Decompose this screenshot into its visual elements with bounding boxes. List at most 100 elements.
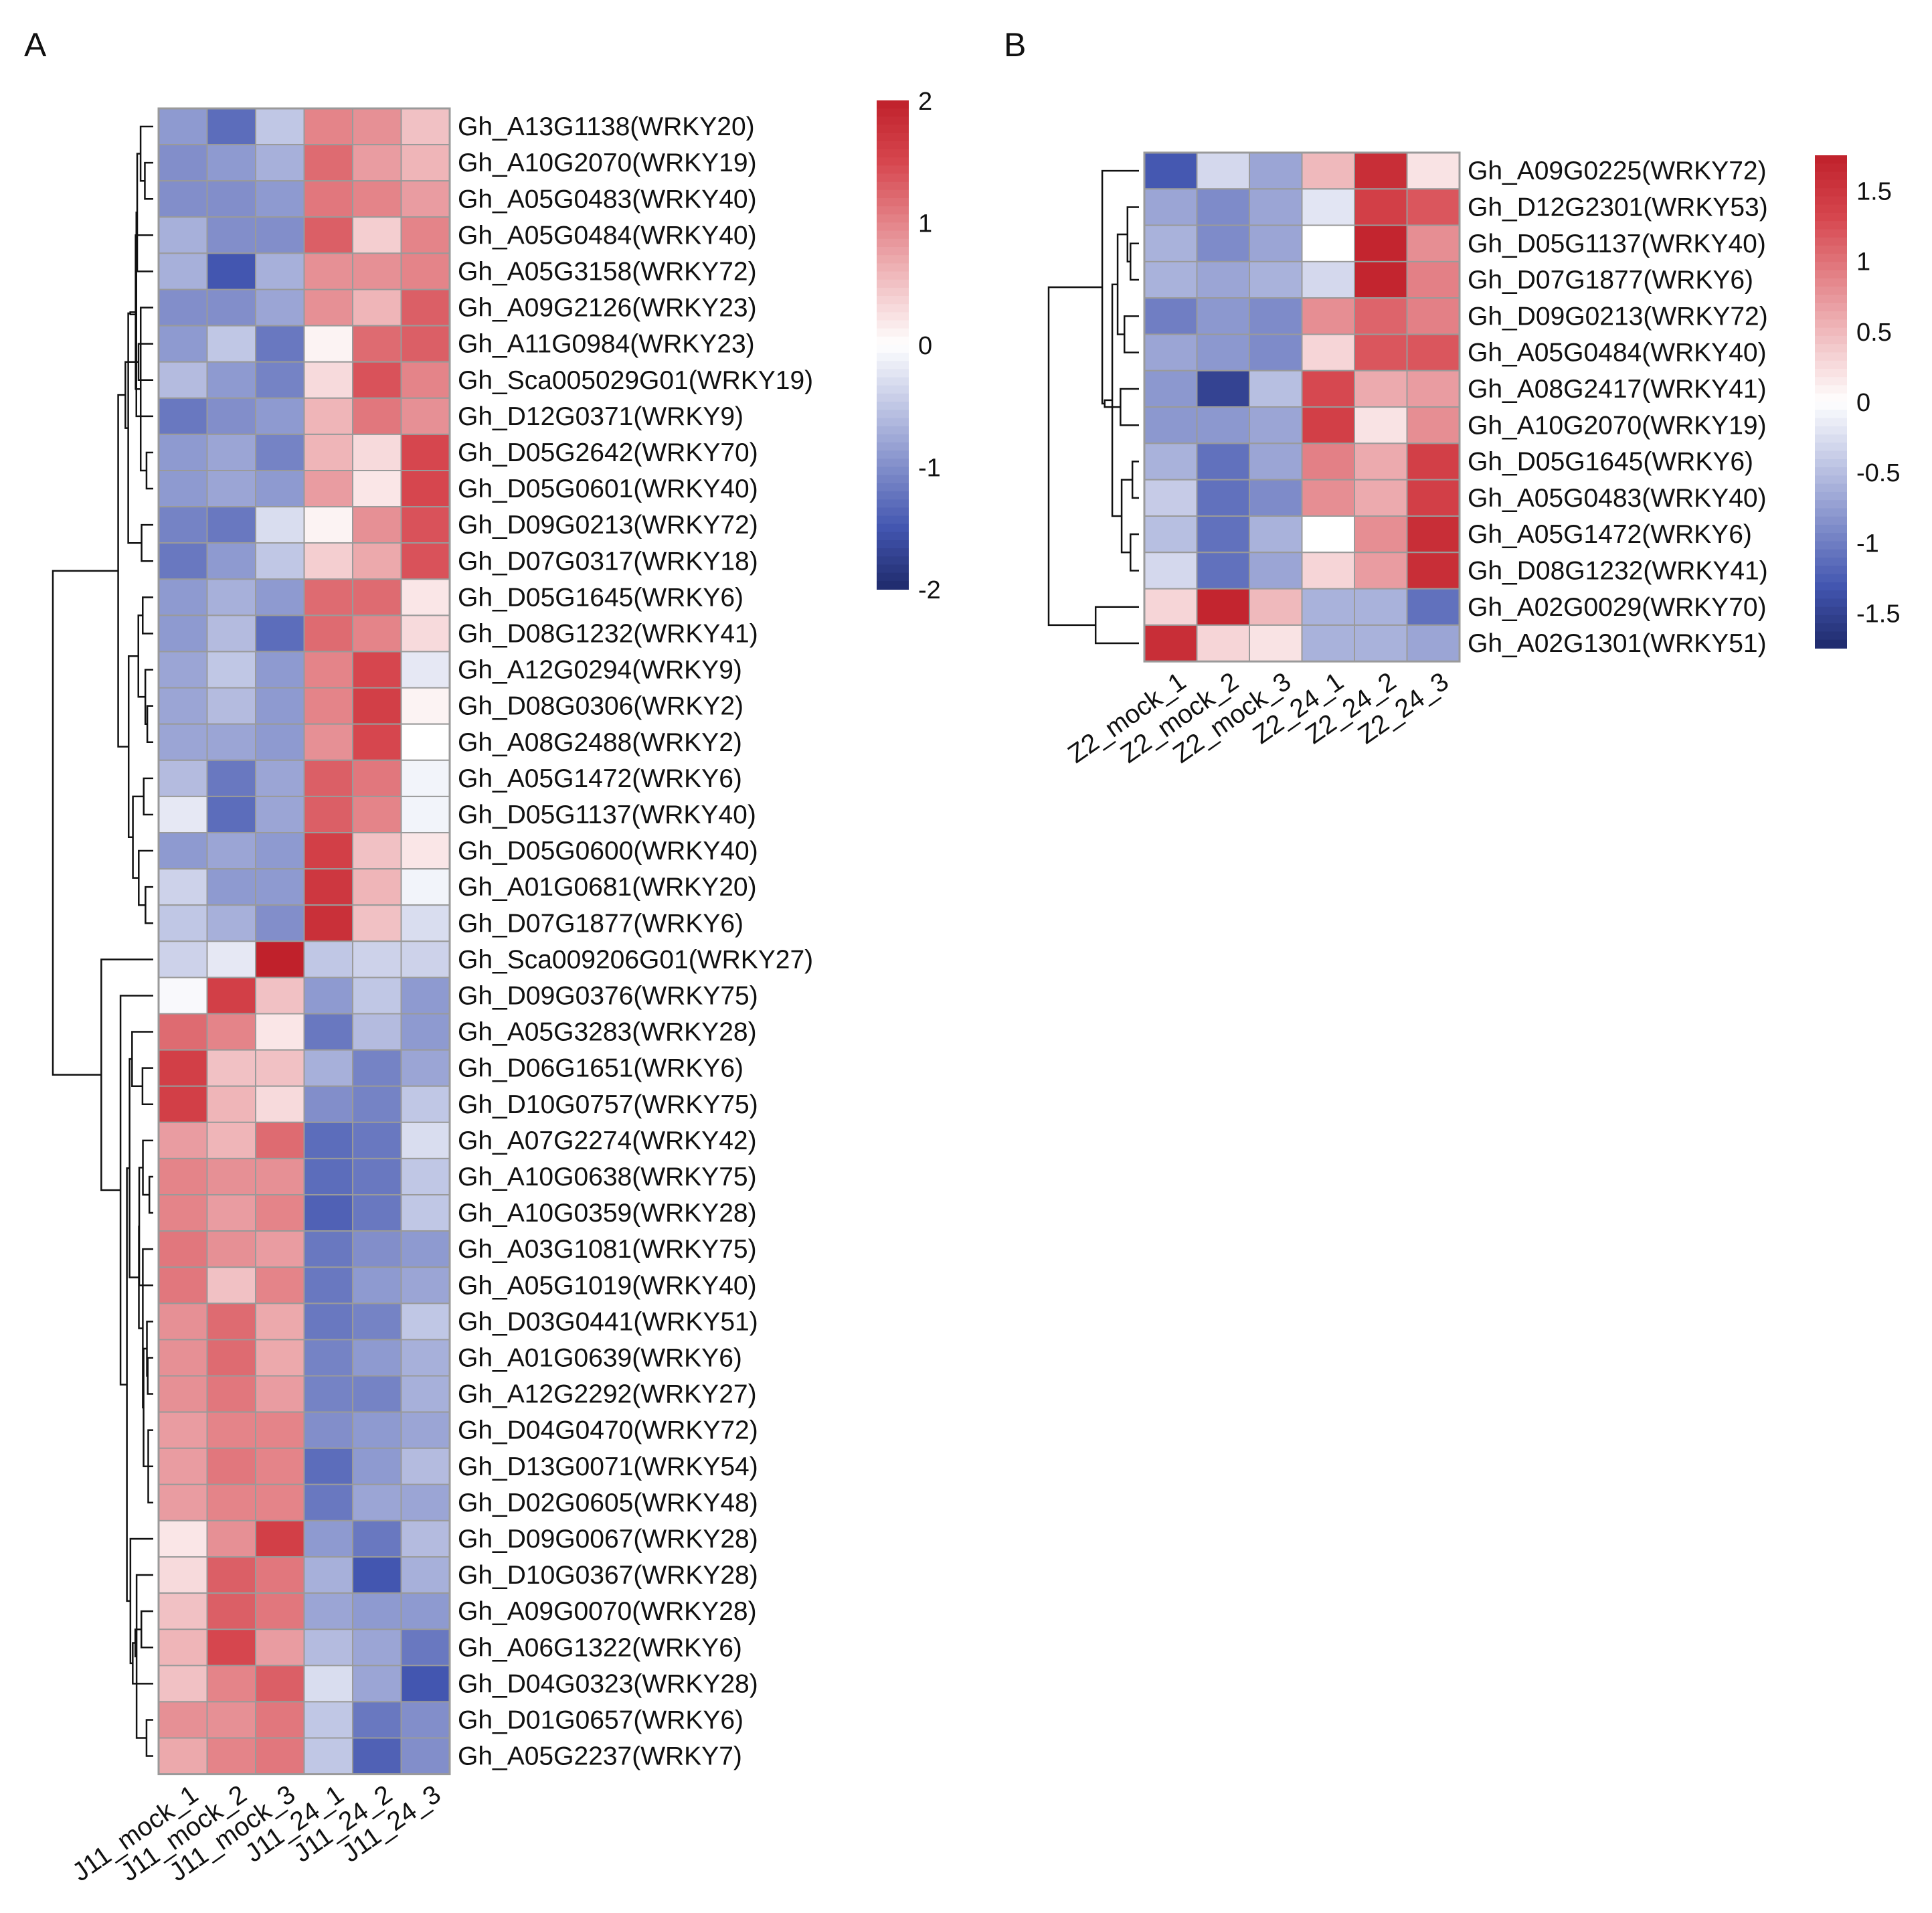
- heatmap-cell: [158, 108, 208, 146]
- heatmap-cell: [206, 1375, 256, 1413]
- row-label: Gh_D09G0376(WRKY75): [458, 981, 758, 1010]
- heatmap-cell: [206, 578, 256, 616]
- heatmap-cell: [255, 1375, 305, 1413]
- heatmap-cell: [352, 977, 402, 1015]
- dendrogram-branch: [127, 655, 139, 839]
- dendrogram-branch: [138, 849, 153, 906]
- heatmap-cell: [158, 1230, 208, 1268]
- row-dendrogram-b: [1047, 169, 1139, 645]
- heatmap-cell: [255, 1447, 305, 1485]
- colorbar-segment: [877, 247, 909, 256]
- heatmap-cell: [352, 1592, 402, 1631]
- colorbar-segment: [1815, 418, 1847, 427]
- heatmap-cell: [352, 1556, 402, 1594]
- heatmap-cell: [1196, 515, 1250, 554]
- heatmap-cell: [400, 1483, 450, 1521]
- heatmap-cell: [400, 1629, 450, 1667]
- row-label: Gh_A05G3283(WRKY28): [458, 1018, 757, 1047]
- heatmap-cell: [303, 1556, 353, 1594]
- dendrogram-branch: [127, 312, 142, 544]
- heatmap-cell: [400, 397, 450, 435]
- heatmap-cell: [206, 1013, 256, 1051]
- colorbar-segment: [1815, 549, 1847, 559]
- heatmap-cell: [206, 759, 256, 797]
- heatmap-cell: [255, 108, 305, 146]
- heatmap-cell: [1406, 552, 1460, 590]
- heatmap-cell: [352, 759, 402, 797]
- heatmap-cell: [352, 470, 402, 508]
- dendrogram-branch: [1130, 533, 1139, 572]
- colorbar-segment: [1815, 171, 1847, 181]
- dendrogram-branch: [139, 307, 153, 472]
- heatmap-cell: [255, 977, 305, 1015]
- heatmap-cell: [400, 1230, 450, 1268]
- colorbar-segment: [1815, 558, 1847, 567]
- heatmap-cell: [352, 1737, 402, 1775]
- heatmap-cell: [206, 397, 256, 435]
- heatmap-cell: [255, 506, 305, 544]
- heatmap-cell: [255, 723, 305, 761]
- heatmap-cell: [1249, 442, 1303, 481]
- row-label: Gh_A05G3158(WRKY72): [458, 257, 757, 286]
- heatmap-cell: [352, 144, 402, 182]
- row-label: Gh_D10G0757(WRKY75): [458, 1090, 758, 1119]
- colorbar-segment: [877, 353, 909, 362]
- colorbar-segment: [877, 320, 909, 329]
- heatmap-cell: [400, 795, 450, 834]
- heatmap-cell: [158, 1629, 208, 1667]
- heatmap-cell: [303, 868, 353, 906]
- heatmap-cell: [255, 216, 305, 254]
- colorbar-segment: [877, 100, 909, 110]
- colorbar-segment: [1815, 508, 1847, 517]
- heatmap-cell: [1301, 442, 1355, 481]
- colorbar-segment: [1815, 352, 1847, 361]
- colorbar-segment: [877, 312, 909, 321]
- row-label: Gh_A06G1322(WRKY6): [458, 1633, 742, 1662]
- colorbar-segment: [1815, 631, 1847, 641]
- colorbar-segment: [1815, 525, 1847, 534]
- heatmap-cell: [1196, 188, 1250, 226]
- row-label: Gh_A12G0294(WRKY9): [458, 656, 742, 685]
- heatmap-cell: [1196, 260, 1250, 299]
- dendrogram-branch: [141, 1067, 153, 1105]
- colorbar-segment: [877, 206, 909, 216]
- row-label: Gh_D07G1877(WRKY6): [1468, 266, 1753, 295]
- colorbar-segment: [877, 238, 909, 248]
- row-label: Gh_A05G1019(WRKY40): [458, 1271, 757, 1300]
- colorbar-segment: [877, 531, 909, 541]
- colorbar-segment: [877, 377, 909, 386]
- heatmap-cell: [1354, 333, 1408, 371]
- heatmap-cell: [400, 651, 450, 689]
- row-label: Gh_D04G0323(WRKY28): [458, 1669, 758, 1698]
- row-label: Gh_D13G0071(WRKY54): [458, 1452, 758, 1481]
- heatmap-cell: [206, 687, 256, 725]
- row-label: Gh_A03G1081(WRKY75): [458, 1235, 757, 1264]
- heatmap-cell: [255, 1519, 305, 1558]
- heatmap-cell: [303, 1194, 353, 1232]
- colorbar-segment: [877, 475, 909, 484]
- heatmap-cell: [1406, 479, 1460, 517]
- heatmap-cell: [158, 1157, 208, 1196]
- heatmap-cell: [255, 651, 305, 689]
- row-label: Gh_A05G0484(WRKY40): [1468, 339, 1767, 367]
- row-label: Gh_D05G2642(WRKY70): [458, 438, 758, 467]
- colorbar-segment: [877, 410, 909, 419]
- heatmap-cell: [1249, 479, 1303, 517]
- heatmap-cell: [206, 1049, 256, 1087]
- colorbar-segment: [1815, 270, 1847, 279]
- heatmap-cell: [255, 759, 305, 797]
- colorbar-segment: [877, 483, 909, 492]
- heatmap-cell: [400, 687, 450, 725]
- heatmap-cell: [1196, 588, 1250, 626]
- heatmap-cell: [206, 108, 256, 146]
- row-label: Gh_D12G0371(WRKY9): [458, 402, 743, 431]
- heatmap-cell: [255, 325, 305, 363]
- dendrogram-branch: [146, 705, 153, 743]
- colorbar-segment: [877, 402, 909, 411]
- row-label: Gh_A05G2237(WRKY7): [458, 1742, 742, 1771]
- colorbar-segment: [1815, 402, 1847, 411]
- heatmap-cell: [400, 506, 450, 544]
- heatmap-cell: [352, 1701, 402, 1739]
- heatmap-cell: [1406, 333, 1460, 371]
- heatmap-cell: [352, 1266, 402, 1305]
